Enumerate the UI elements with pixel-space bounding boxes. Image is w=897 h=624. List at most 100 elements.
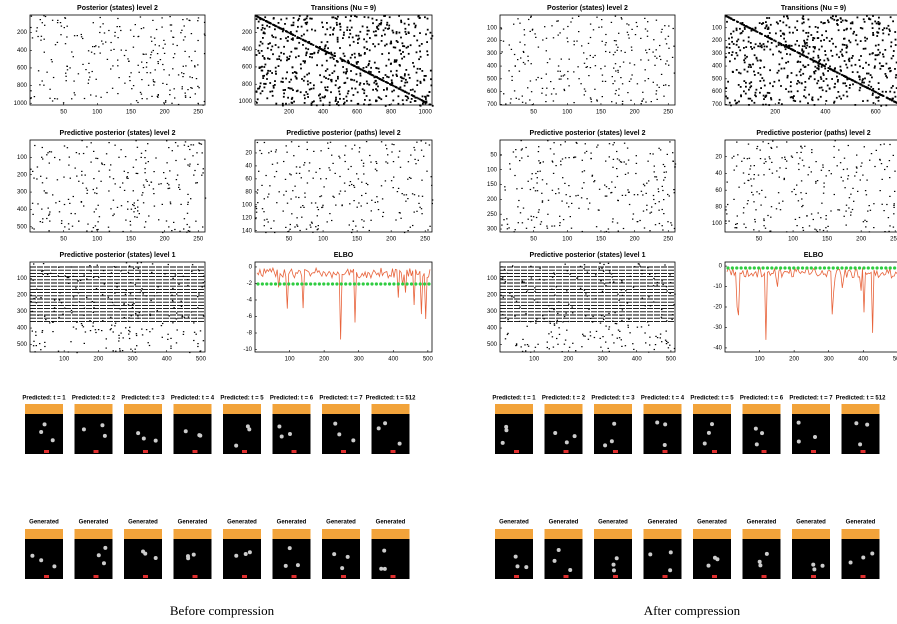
texture-dot [882,204,883,205]
texture-dot [307,93,309,95]
texture-dot [891,41,893,43]
texture-dot [600,347,601,348]
texture-dot [301,217,302,218]
texture-dot [347,77,349,79]
texture-dot [153,171,154,172]
texture-dot [731,37,733,39]
texture-dot [125,294,126,295]
texture-dot [112,65,113,66]
texture-dot [32,227,33,228]
texture-dot [859,87,861,89]
texture-dot [170,346,171,347]
texture-dot [75,287,76,288]
y-tick-label: 400 [17,48,28,54]
texture-dot [842,82,844,84]
x-tick-label: 100 [529,357,540,363]
texture-dot [377,86,379,88]
texture-dot [160,59,161,60]
texture-dot [590,24,591,25]
texture-dot [329,102,331,104]
texture-dot [156,29,157,30]
frame-bricks [322,529,360,539]
x-tick-label: 400 [820,110,831,116]
texture-dot [733,156,734,157]
texture-dot [366,33,368,35]
texture-dot [336,24,338,26]
texture-dot [665,84,666,85]
texture-dot [666,171,667,172]
texture-dot [506,218,507,219]
texture-dot [809,167,810,168]
texture-dot [77,35,78,36]
texture-dot [761,77,763,79]
texture-dot [535,190,536,191]
texture-dot [802,30,804,32]
texture-dot [262,90,264,92]
texture-dot [51,151,52,152]
texture-dot [636,22,637,23]
texture-dot [655,224,656,225]
texture-dot [519,71,520,72]
texture-dot [891,100,893,102]
texture-dot [664,177,665,178]
texture-dot [583,182,584,183]
texture-dot [883,95,885,97]
texture-dot [514,175,515,176]
texture-dot [874,21,876,23]
texture-dot [743,224,744,225]
texture-dot [527,156,528,157]
texture-dot [567,26,568,27]
texture-dot [379,97,381,99]
texture-dot [302,205,303,206]
texture-dot [388,59,390,61]
texture-dot [725,87,727,89]
texture-dot [274,84,276,86]
texture-dot [603,264,604,265]
texture-dot [756,58,758,60]
texture-dot [296,166,297,167]
frame-ball [854,421,858,425]
y-tick-label: 200 [17,293,28,299]
texture-dot [65,43,66,44]
texture-dot [734,170,735,171]
frame-bricks [693,529,731,539]
texture-dot [372,22,374,24]
texture-dot [39,84,40,85]
texture-dot [600,280,601,281]
texture-dot [349,185,350,186]
texture-dot [176,313,177,314]
texture-dot [745,82,747,84]
texture-dot [393,187,394,188]
texture-dot [801,180,802,181]
texture-dot [848,145,849,146]
texture-dot [141,195,142,196]
texture-dot [669,195,670,196]
texture-dot [332,29,334,31]
texture-dot [201,175,202,176]
texture-dot [399,212,400,213]
y-tick-label: 400 [242,47,253,53]
texture-dot [567,78,568,79]
texture-dot [581,45,582,46]
frame-ball [248,550,252,554]
texture-dot [374,62,376,64]
texture-dot [280,81,282,83]
texture-dot [763,95,765,97]
texture-dot [63,177,64,178]
frame-label: Predicted: t = 3 [591,396,635,402]
texture-dot [385,145,386,146]
texture-dot [184,317,185,318]
texture-dot [400,218,401,219]
texture-dot [285,227,286,228]
texture-dot [69,67,70,68]
texture-dot [750,42,752,44]
texture-dot [38,70,39,71]
texture-dot [648,60,649,61]
texture-dot [778,42,780,44]
texture-dot [750,66,752,68]
texture-dot [887,97,889,99]
texture-dot [605,161,606,162]
texture-dot [412,193,413,194]
texture-dot [108,227,109,228]
texture-dot [841,177,842,178]
